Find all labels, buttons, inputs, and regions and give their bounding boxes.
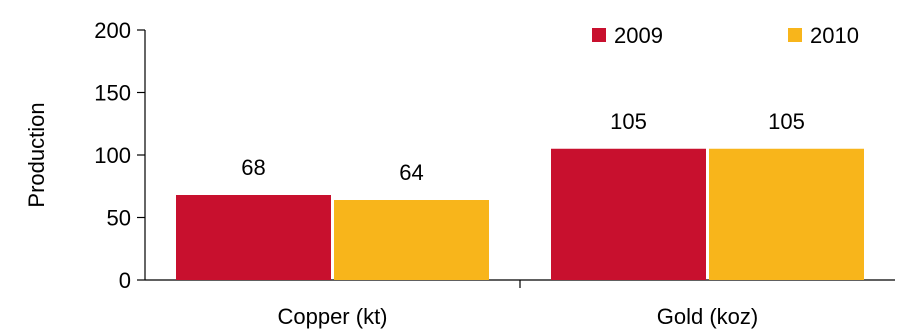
y-tick-label: 50 — [107, 206, 131, 231]
bar-2009 — [551, 148, 706, 280]
bar-2010 — [709, 148, 864, 280]
x-tick-label: Gold (koz) — [657, 304, 758, 329]
bars — [176, 148, 864, 280]
data-label: 105 — [768, 109, 805, 134]
y-tick-label: 0 — [119, 268, 131, 293]
y-tick-label: 200 — [94, 18, 131, 43]
x-tick-label: Copper (kt) — [277, 304, 387, 329]
legend-label: 2010 — [810, 23, 859, 48]
legend: 2009 2010 — [592, 23, 859, 48]
data-label: 68 — [241, 155, 265, 180]
data-label: 105 — [610, 109, 647, 134]
bar-2009 — [176, 195, 331, 280]
y-tick-label: 100 — [94, 143, 131, 168]
legend-swatch — [788, 28, 802, 42]
legend-swatch — [592, 28, 606, 42]
y-tick-label: 150 — [94, 81, 131, 106]
axes: 0 50 100 150 200 Copper (kt) Gold (koz) — [94, 18, 895, 329]
data-label: 64 — [399, 160, 423, 185]
data-labels: 68 64 105 105 — [241, 109, 805, 185]
bar-2010 — [334, 200, 489, 280]
y-axis-title: Production — [24, 102, 49, 207]
legend-label: 2009 — [614, 23, 663, 48]
